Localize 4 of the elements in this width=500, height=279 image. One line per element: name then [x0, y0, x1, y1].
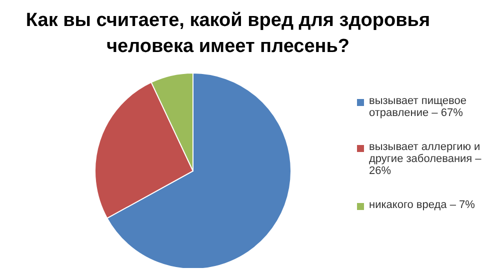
legend-label: вызывает аллергию и другие заболевания – 26% — [369, 141, 482, 177]
chart-title: Как вы считаете, какой вред для здоровья человека имеет плесень? — [24, 9, 432, 59]
legend-label: вызывает пищевое отравление – 67% — [369, 95, 468, 119]
legend-label: никакого вреда – 7% — [369, 199, 475, 211]
